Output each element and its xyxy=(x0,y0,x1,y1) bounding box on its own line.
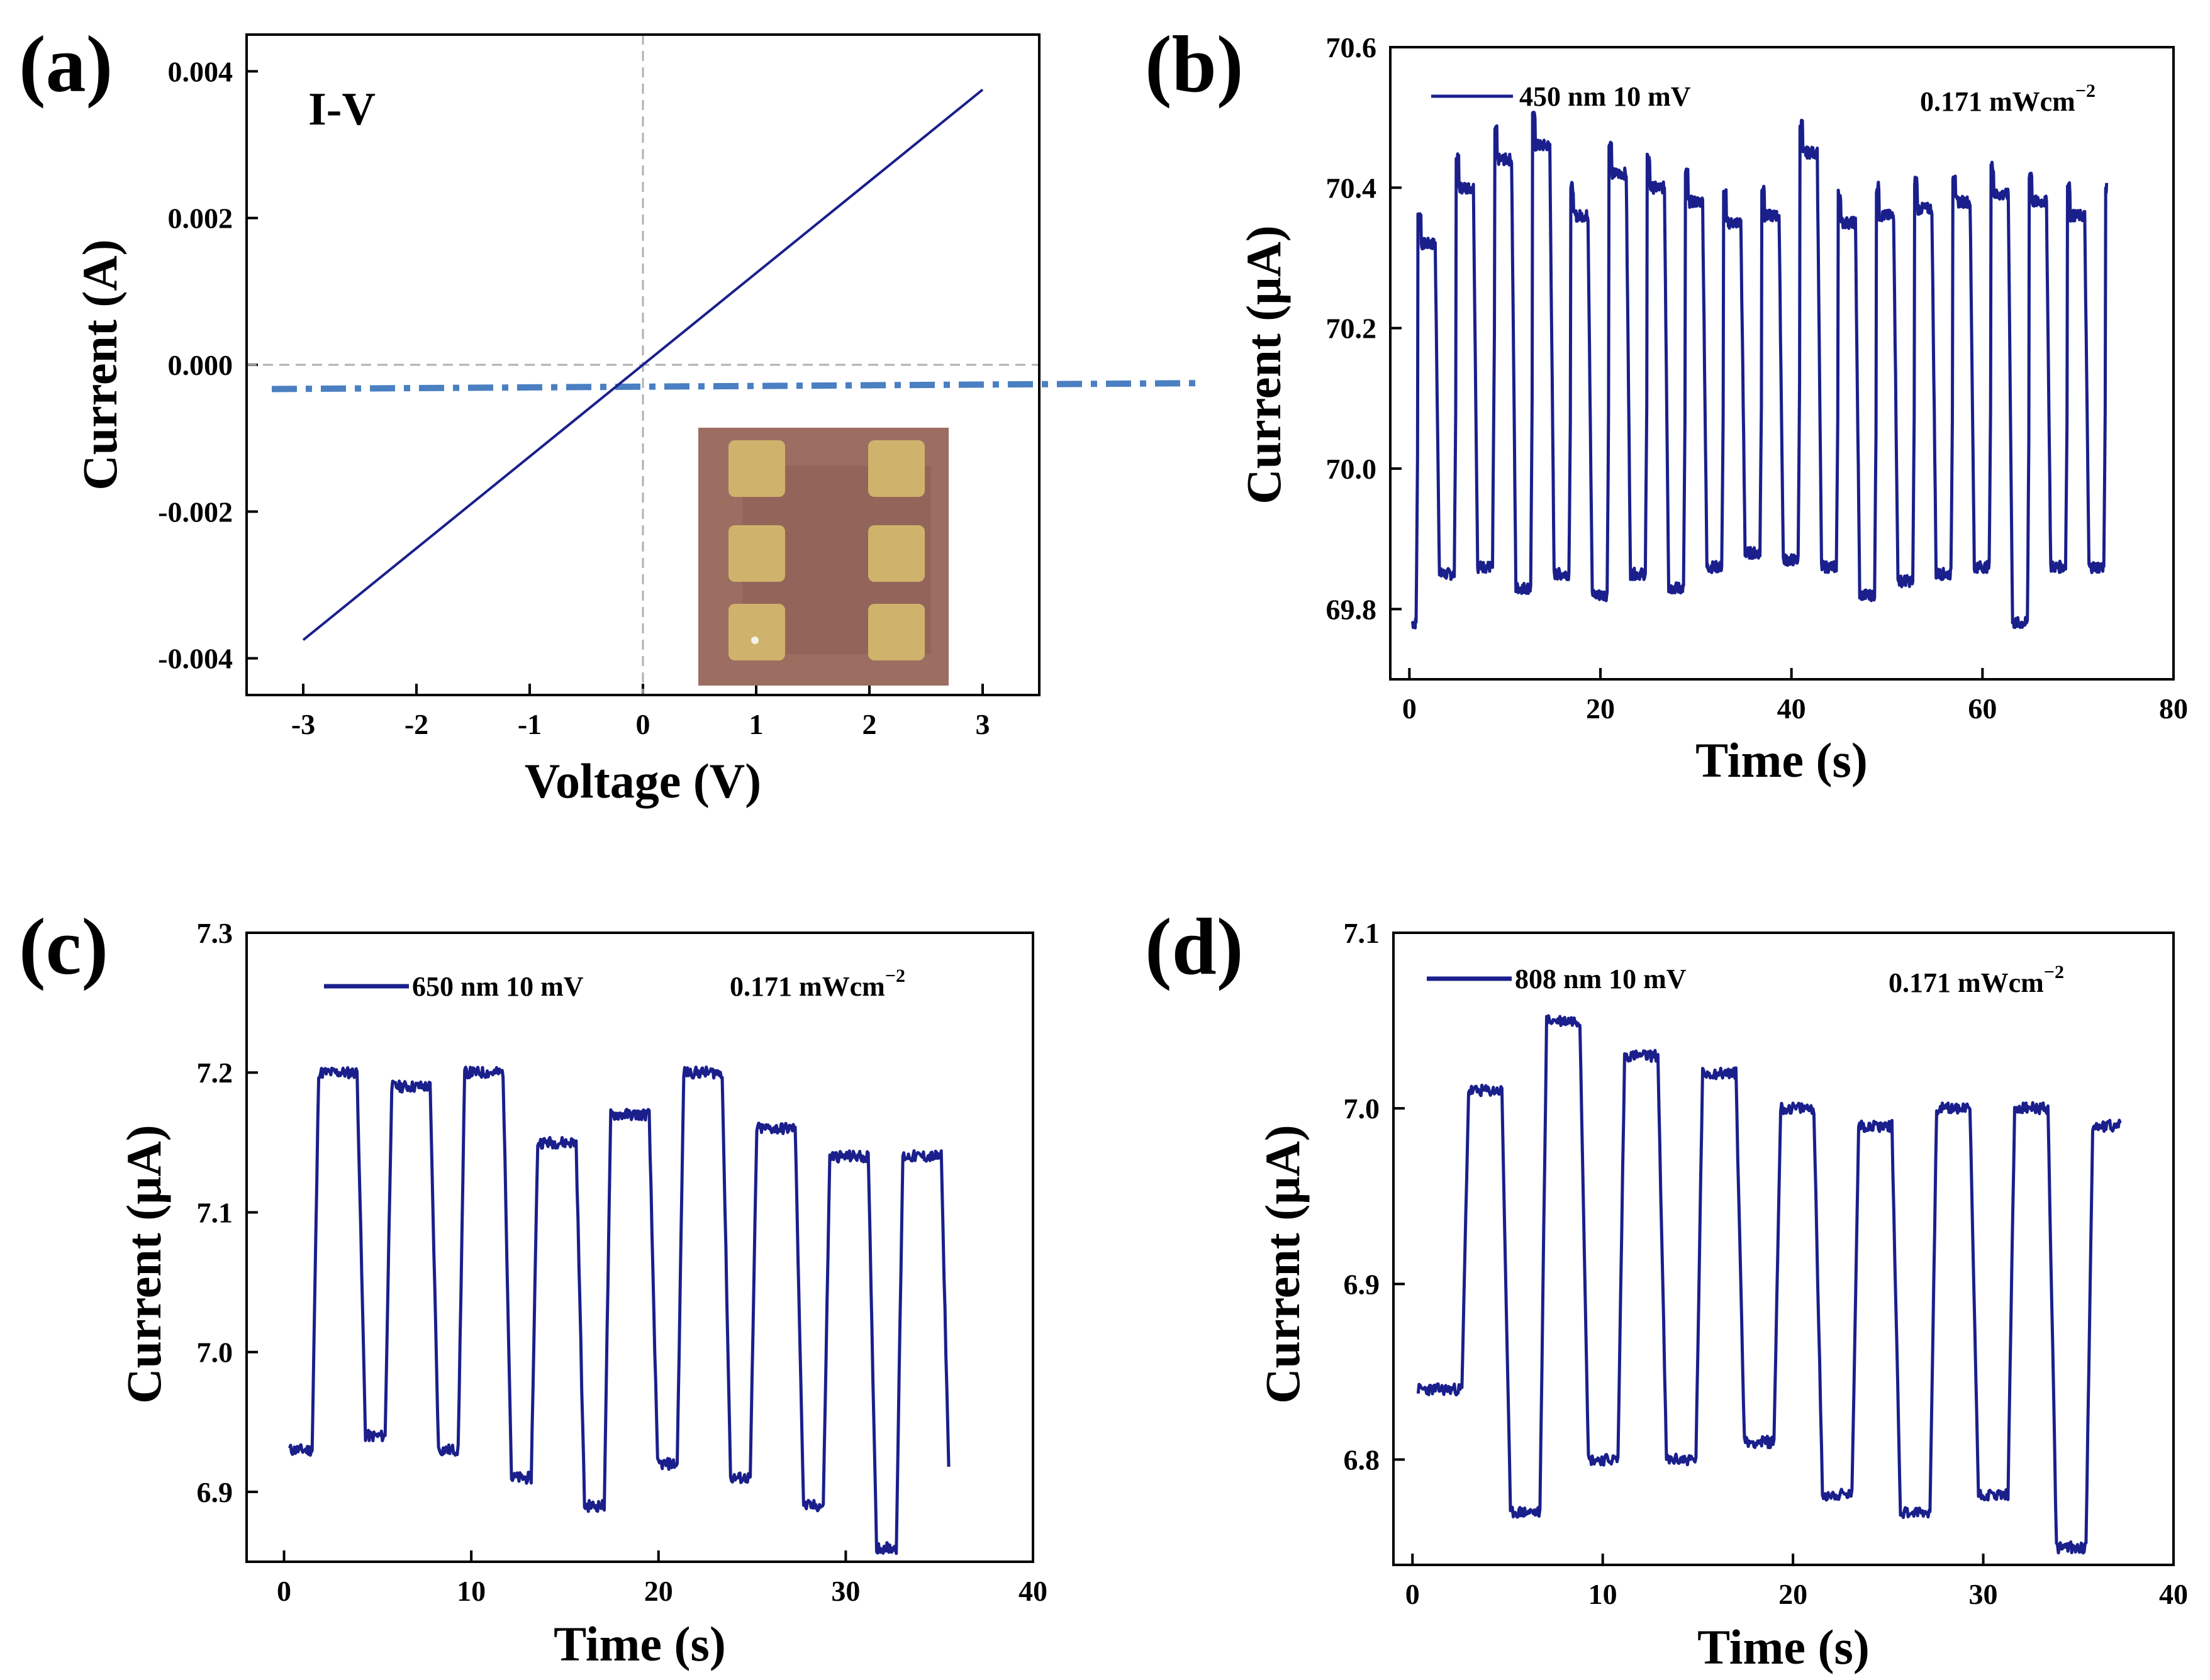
inset-pad-3 xyxy=(728,525,785,582)
b-ytick-label: 70.0 xyxy=(1326,453,1377,485)
d-xtick-label: 10 xyxy=(1588,1578,1617,1610)
a-ytick-label: 0.004 xyxy=(168,55,233,87)
c-legend-label: 650 nm 10 mV xyxy=(412,971,584,1002)
d-ylabel: Current (μA) xyxy=(1255,1125,1310,1404)
b-power-label: 0.171 mWcm−2 xyxy=(1920,81,2096,117)
d-ticks: 0 10 20 30 40 6.8 6.9 7.0 7.1 xyxy=(1344,917,2189,1610)
device-photo-inset xyxy=(698,428,949,686)
c-power-value: 0.171 mWcm xyxy=(730,971,885,1002)
b-ytick-label: 70.6 xyxy=(1326,31,1377,64)
a-ytick-label: 0.002 xyxy=(168,203,233,235)
b-ylabel: Current (μA) xyxy=(1236,225,1291,504)
c-xtick-label: 40 xyxy=(1018,1575,1047,1607)
d-legend-label: 808 nm 10 mV xyxy=(1515,964,1687,994)
a-xtick-label: -1 xyxy=(518,708,542,740)
b-xtick-label: 0 xyxy=(1402,693,1417,725)
c-photocurrent-line xyxy=(288,1065,951,1555)
a-plot-frame xyxy=(245,33,1041,696)
d-photocurrent-line xyxy=(1416,1014,2122,1555)
panel-d-letter: (d) xyxy=(1145,902,1243,991)
panel-c-letter: (c) xyxy=(19,902,108,991)
d-xtick-label: 40 xyxy=(2159,1578,2188,1610)
a-ytick-label: -0.002 xyxy=(158,496,233,528)
c-xtick-label: 20 xyxy=(644,1575,673,1607)
d-ytick-label: 6.9 xyxy=(1344,1268,1380,1300)
c-ticks: 0 10 20 30 40 6.9 7.0 7.1 7.2 7.3 xyxy=(197,917,1048,1607)
a-xlabel: Voltage (V) xyxy=(525,754,761,808)
inset-pad-4 xyxy=(868,525,925,582)
b-xtick-label: 60 xyxy=(1968,693,1997,725)
inset-pad-1 xyxy=(728,440,785,497)
c-xtick-label: 0 xyxy=(277,1575,291,1607)
dashdot-line xyxy=(271,380,1202,392)
iv-annotation: I-V xyxy=(308,84,376,135)
a-xtick-label: 1 xyxy=(749,708,764,740)
b-ytick-label: 70.4 xyxy=(1326,172,1377,204)
a-ylabel: Current (A) xyxy=(72,239,127,490)
d-plot-frame xyxy=(1392,932,2175,1566)
a-xtick-label: 2 xyxy=(862,708,877,740)
d-power-exp: −2 xyxy=(2044,962,2064,982)
b-plot-frame xyxy=(1389,46,2175,681)
a-xtick-label: 0 xyxy=(636,708,650,740)
c-ylabel: Current (μA) xyxy=(116,1125,171,1404)
c-xlabel: Time (s) xyxy=(554,1616,726,1671)
panel-a: (a) -3 -2 -1 0 1 2 3 -0.004 -0.002 0.000 0.002 0.00… xyxy=(19,19,1202,808)
b-ytick-label: 70.2 xyxy=(1326,313,1377,345)
d-xlabel: Time (s) xyxy=(1697,1620,1870,1674)
c-plot-frame xyxy=(245,932,1034,1563)
b-xlabel: Time (s) xyxy=(1695,733,1868,787)
a-series xyxy=(302,88,984,642)
iv-curve xyxy=(302,88,984,642)
b-legend-label: 450 nm 10 mV xyxy=(1519,81,1691,112)
panel-a-letter: (a) xyxy=(19,19,113,109)
a-ticks: -3 -2 -1 0 1 2 3 -0.004 -0.002 0.000 0.002 0.004 xyxy=(158,55,990,740)
c-ytick-label: 7.3 xyxy=(197,917,233,949)
inset-pad-6 xyxy=(868,604,925,660)
b-xtick-label: 40 xyxy=(1777,693,1806,725)
d-ytick-label: 7.0 xyxy=(1344,1093,1380,1125)
b-power-exp: −2 xyxy=(2075,81,2096,101)
a-xtick-label: 3 xyxy=(976,708,990,740)
c-ytick-label: 7.0 xyxy=(197,1337,233,1369)
d-series xyxy=(1416,1014,2122,1555)
b-ytick-label: 69.8 xyxy=(1326,593,1377,625)
c-xtick-label: 30 xyxy=(831,1575,860,1607)
inset-pad-2 xyxy=(868,440,925,497)
d-xtick-label: 20 xyxy=(1778,1578,1807,1610)
c-ytick-label: 6.9 xyxy=(197,1476,233,1508)
panel-d: (d) 0 10 20 30 40 6.8 6.9 7.0 7.1 808 nm 10 mV 0… xyxy=(1145,902,2188,1674)
c-xtick-label: 10 xyxy=(457,1575,486,1607)
panel-b-letter: (b) xyxy=(1145,19,1243,109)
a-ytick-label: -0.004 xyxy=(158,643,233,675)
c-ytick-label: 7.2 xyxy=(197,1057,233,1089)
a-xtick-label: -2 xyxy=(405,708,428,740)
b-ticks: 0 20 40 60 80 69.8 70.0 70.2 70.4 70.6 xyxy=(1326,31,2189,725)
a-ytick-label: 0.000 xyxy=(168,349,233,381)
b-series xyxy=(1410,111,2109,630)
b-xtick-label: 20 xyxy=(1586,693,1615,725)
d-power-value: 0.171 mWcm xyxy=(1889,967,2044,998)
d-xtick-label: 0 xyxy=(1405,1578,1420,1610)
a-xtick-label: -3 xyxy=(291,708,315,740)
b-photocurrent-line xyxy=(1410,111,2109,630)
panel-c: (c) 0 10 20 30 40 6.9 7.0 7.1 7.2 7.3 650 nm 10 m… xyxy=(19,902,1047,1671)
d-ytick-label: 6.8 xyxy=(1344,1444,1380,1476)
d-xtick-label: 30 xyxy=(1969,1578,1998,1610)
d-ytick-label: 7.1 xyxy=(1344,917,1380,949)
b-xtick-label: 80 xyxy=(2159,693,2188,725)
inset-pad-5 xyxy=(728,604,785,660)
inset-speck xyxy=(751,637,759,644)
b-power-value: 0.171 mWcm xyxy=(1920,86,2075,117)
c-power-label: 0.171 mWcm−2 xyxy=(730,965,905,1002)
c-power-exp: −2 xyxy=(885,965,905,986)
c-ytick-label: 7.1 xyxy=(197,1196,233,1228)
d-power-label: 0.171 mWcm−2 xyxy=(1889,962,2064,998)
panel-b: (b) 0 20 40 60 80 69.8 70.0 70.2 70.4 70.6 450 nm… xyxy=(1145,19,2188,787)
c-series xyxy=(288,1065,951,1555)
